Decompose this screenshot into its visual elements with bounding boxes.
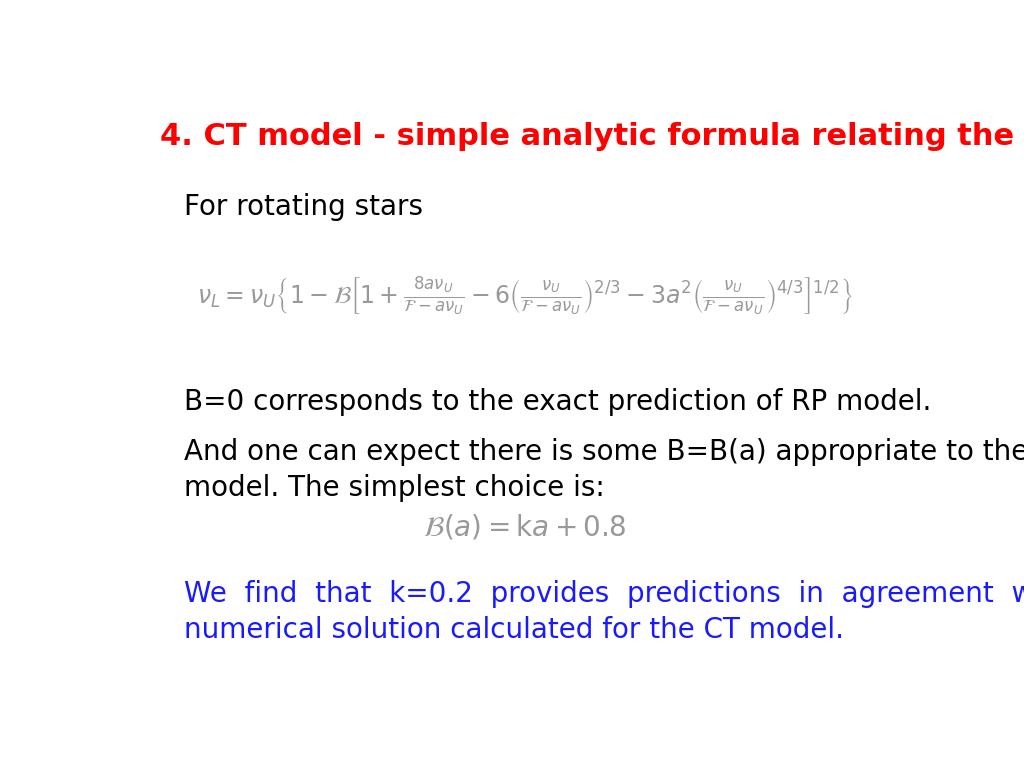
- Text: model. The simplest choice is:: model. The simplest choice is:: [183, 474, 604, 502]
- Text: We  find  that  k=0.2  provides  predictions  in  agreement  with: We find that k=0.2 provides predictions …: [183, 580, 1024, 608]
- Text: $\mathcal{B}(a) = \mathrm{k}a + 0.8$: $\mathcal{B}(a) = \mathrm{k}a + 0.8$: [423, 512, 627, 541]
- Text: $\nu_L = \nu_U \left\{ 1 - \mathcal{B} \left[ 1 + \frac{8a\nu_U}{\mathcal{F} - a: $\nu_L = \nu_U \left\{ 1 - \mathcal{B} \…: [197, 275, 853, 317]
- Text: 4. CT model - simple analytic formula relating the mass and spin: 4. CT model - simple analytic formula re…: [160, 121, 1024, 151]
- Text: For rotating stars: For rotating stars: [183, 193, 423, 220]
- Text: numerical solution calculated for the CT model.: numerical solution calculated for the CT…: [183, 615, 844, 644]
- Text: B=0 corresponds to the exact prediction of RP model.: B=0 corresponds to the exact prediction …: [183, 388, 931, 415]
- Text: And one can expect there is some B=B(a) appropriate to the CT: And one can expect there is some B=B(a) …: [183, 438, 1024, 466]
